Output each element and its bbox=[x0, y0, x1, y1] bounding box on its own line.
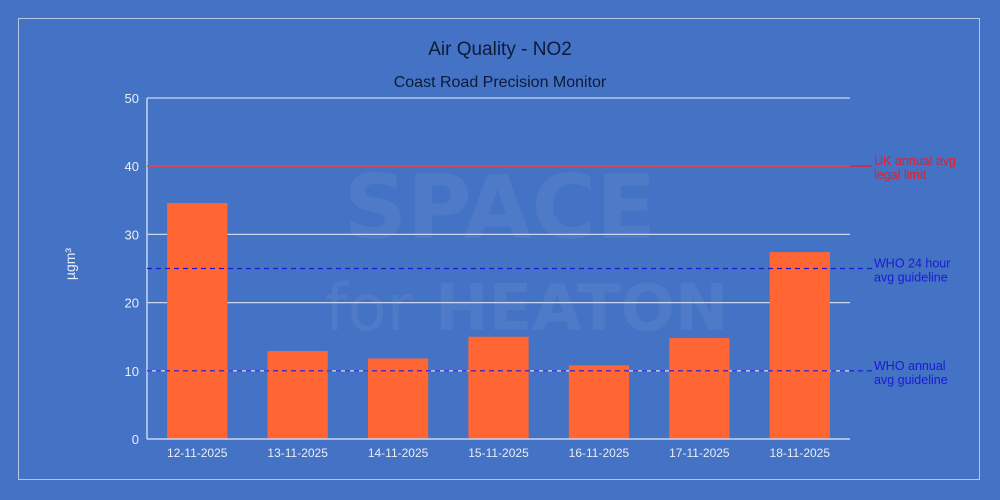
reference-label: WHO annual bbox=[874, 359, 946, 373]
chart-title: Air Quality - NO2 bbox=[428, 39, 572, 60]
y-tick-label: 0 bbox=[132, 432, 139, 447]
y-tick-label: 50 bbox=[125, 91, 139, 106]
bar bbox=[367, 358, 429, 439]
y-tick-label: 20 bbox=[125, 296, 139, 311]
bar bbox=[769, 252, 830, 439]
reference-label: avg guideline bbox=[874, 373, 948, 387]
watermark-text: SPACE bbox=[344, 156, 657, 259]
watermark-text: HEATON bbox=[435, 272, 728, 346]
y-axis-ticks: 0 10 20 30 40 50 bbox=[125, 91, 139, 447]
x-tick-label: 15-11-2025 bbox=[468, 446, 529, 460]
y-tick-label: 40 bbox=[125, 159, 139, 174]
x-tick-label: 17-11-2025 bbox=[669, 446, 730, 460]
bar bbox=[468, 336, 529, 439]
bar bbox=[669, 338, 730, 439]
reference-label: WHO 24 hour bbox=[874, 257, 950, 271]
x-tick-label: 16-11-2025 bbox=[569, 446, 630, 460]
bar bbox=[267, 351, 328, 439]
y-tick-label: 30 bbox=[125, 227, 139, 242]
x-tick-label: 13-11-2025 bbox=[267, 446, 328, 460]
y-axis-label: µgm³ bbox=[62, 248, 78, 281]
x-tick-label: 18-11-2025 bbox=[770, 446, 831, 460]
y-tick-label: 10 bbox=[125, 364, 139, 379]
chart-frame bbox=[18, 18, 980, 480]
x-tick-label: 12-11-2025 bbox=[167, 446, 228, 460]
watermark-logo: SPACE for HEATON bbox=[325, 156, 728, 346]
x-axis-ticks: 12-11-2025 13-11-2025 14-11-2025 15-11-2025… bbox=[167, 446, 830, 460]
bar bbox=[568, 365, 630, 439]
reference-label: UK annual avg bbox=[874, 154, 956, 168]
reference-label: legal limit bbox=[874, 168, 927, 182]
bar bbox=[167, 203, 228, 439]
x-tick-label: 14-11-2025 bbox=[368, 446, 429, 460]
reference-label: avg guideline bbox=[874, 271, 948, 285]
chart-subtitle: Coast Road Precision Monitor bbox=[393, 74, 607, 91]
bars bbox=[167, 203, 830, 439]
watermark-text: for bbox=[325, 272, 414, 346]
